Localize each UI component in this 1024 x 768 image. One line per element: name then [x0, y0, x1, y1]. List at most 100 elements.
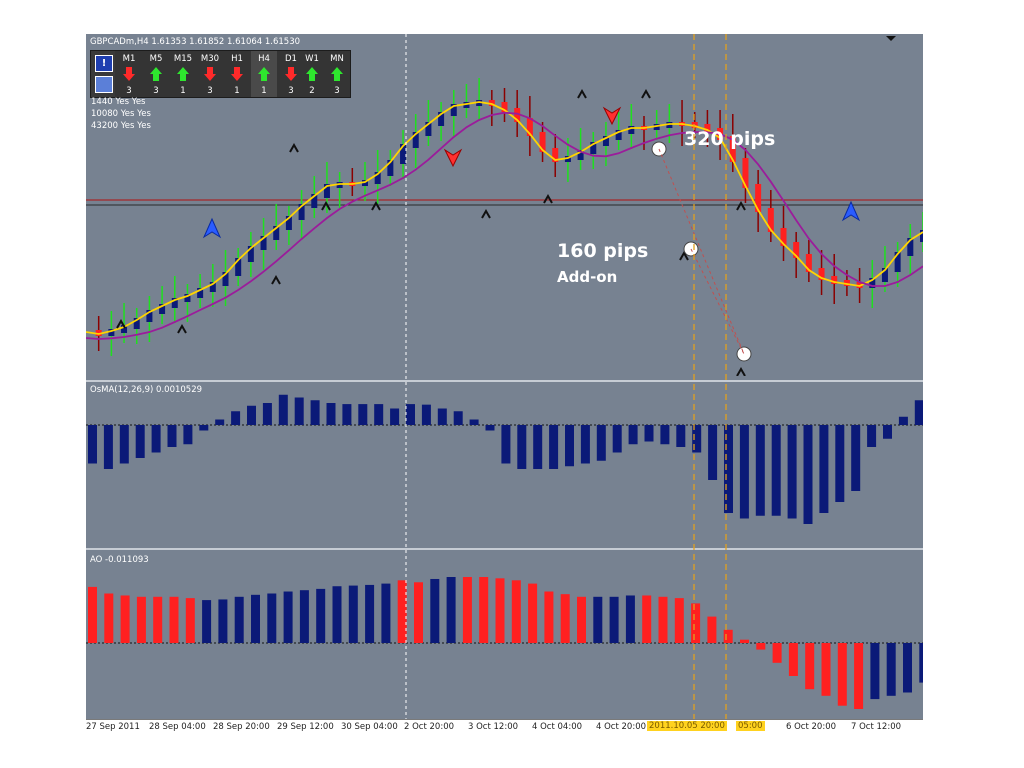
red-arrow-icon — [602, 106, 622, 126]
time-tick: 29 Sep 12:00 — [277, 722, 334, 732]
osma-bar — [660, 425, 670, 445]
trade-line — [690, 248, 745, 355]
ao-bar — [446, 577, 456, 643]
candle-body — [691, 122, 698, 128]
candle-body — [412, 132, 419, 148]
chart-window[interactable]: GBPCADm,H4 1.61353 1.61852 1.61064 1.615… — [86, 34, 923, 733]
time-tick: 2 Oct 20:00 — [404, 722, 455, 732]
osma-bar — [326, 403, 336, 425]
ao-bar — [299, 590, 309, 643]
ao-bar — [462, 577, 472, 643]
candle-body — [311, 194, 318, 208]
time-tick: 28 Sep 04:00 — [149, 722, 206, 732]
ao-bar — [691, 603, 701, 643]
candle-body — [197, 288, 204, 298]
trade-line — [658, 148, 745, 355]
candle-body — [336, 182, 343, 188]
timeframe-mn[interactable]: MN 3 — [330, 54, 344, 96]
price-chart-pane[interactable]: GBPCADm,H4 1.61353 1.61852 1.61064 1.615… — [86, 34, 923, 376]
candle-body — [742, 158, 749, 188]
osma-bar — [437, 408, 447, 425]
candle-body — [450, 104, 457, 116]
arrow-down-icon — [231, 67, 243, 81]
candle-body — [285, 216, 292, 230]
ao-bar — [625, 595, 635, 643]
fractal-marker-icon — [116, 318, 126, 329]
arrow-up-icon — [177, 67, 189, 81]
timeframe-w1[interactable]: W1 2 — [305, 54, 319, 96]
osma-pane[interactable]: OsMA(12,26,9) 0.0010529 — [86, 380, 923, 549]
fractal-marker-icon — [177, 323, 187, 334]
fractal-marker-icon — [736, 366, 746, 376]
ao-bar — [365, 584, 375, 643]
ao-pane[interactable]: AO -0.011093 — [86, 548, 923, 721]
timeframe-m30[interactable]: M30 3 — [200, 54, 220, 96]
ao-bar — [381, 583, 391, 643]
time-tick: 27 Sep 2011 — [86, 722, 140, 732]
candle-body — [476, 100, 483, 106]
ao-bar — [658, 596, 668, 643]
candle-body — [488, 100, 495, 106]
fractal-marker-icon — [271, 274, 281, 285]
exclamation-icon[interactable]: ! — [95, 55, 113, 72]
ao-bar — [88, 586, 97, 643]
candle-body — [438, 112, 445, 126]
candle-body — [247, 246, 254, 262]
osma-bar — [151, 425, 161, 453]
candle-body — [209, 282, 216, 292]
osma-bar — [453, 411, 463, 425]
timeframe-m5[interactable]: M5 3 — [149, 54, 163, 96]
fractal-marker-icon — [679, 250, 689, 261]
ao-bar — [560, 594, 570, 643]
timeframe-m15[interactable]: M15 1 — [173, 54, 193, 96]
osma-bar — [342, 404, 352, 425]
osma-bar — [88, 425, 97, 464]
ao-bar — [234, 596, 244, 643]
fractal-marker-icon — [371, 200, 381, 211]
time-tick-highlight: 05:00 — [736, 721, 765, 731]
osma-bar — [278, 394, 288, 425]
ao-bar — [430, 578, 440, 643]
osma-bar — [501, 425, 511, 464]
candle-body — [387, 160, 394, 176]
osma-bar — [533, 425, 543, 469]
timeframe-h1[interactable]: H1 1 — [231, 54, 243, 96]
osma-bar — [167, 425, 177, 447]
entry-circle-icon — [736, 346, 752, 362]
setting-line: 10080 Yes Yes — [91, 109, 151, 119]
osma-bar — [103, 425, 113, 469]
ao-bar — [544, 591, 554, 643]
osma-bar — [835, 425, 845, 502]
ao-bar — [854, 643, 864, 709]
osma-bar — [310, 400, 320, 425]
price-chart — [86, 78, 923, 376]
ao-histogram — [86, 577, 923, 709]
ao-bar — [185, 598, 195, 643]
candle-body — [755, 184, 762, 212]
timeframe-m1[interactable]: M1 3 — [122, 54, 136, 96]
ao-bar — [577, 596, 586, 643]
candle-body — [159, 304, 166, 314]
arrow-down-icon — [285, 67, 297, 81]
ao-bar — [740, 639, 749, 643]
osma-bar — [549, 425, 559, 469]
timeframe-d1[interactable]: D1 3 — [285, 54, 297, 96]
ao-label: AO -0.011093 — [90, 555, 149, 565]
fractal-marker-icon — [289, 142, 299, 153]
time-axis: 27 Sep 2011 28 Sep 04:00 28 Sep 20:00 29… — [86, 719, 923, 733]
candle-body — [856, 282, 863, 288]
candle-body — [539, 132, 546, 152]
candle-body — [907, 238, 914, 256]
ao-bar — [283, 591, 293, 643]
chart-settings-icon[interactable] — [95, 76, 113, 93]
candle-body — [146, 310, 153, 322]
setting-line: 43200 Yes Yes — [91, 121, 151, 131]
osma-bar — [755, 425, 765, 516]
ao-bar — [511, 580, 521, 643]
time-tick: 7 Oct 12:00 — [851, 722, 902, 732]
candle-body — [805, 254, 812, 272]
fractal-marker-icon — [321, 200, 331, 211]
timeframe-h4[interactable]: H4 1 — [251, 51, 277, 97]
ao-bar — [528, 583, 538, 643]
red-arrow-icon — [443, 148, 463, 168]
